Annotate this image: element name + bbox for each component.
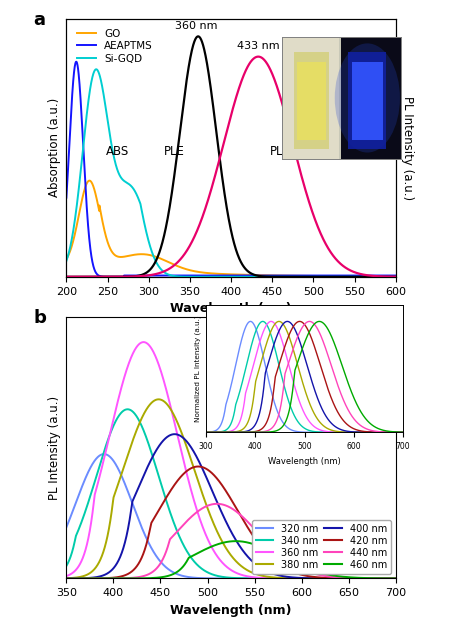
AEAPTMS bbox=[388, 272, 393, 279]
Y-axis label: Absorption (a.u.): Absorption (a.u.) bbox=[48, 98, 61, 197]
X-axis label: Wavelength (nm): Wavelength (nm) bbox=[268, 457, 341, 466]
Line: GO: GO bbox=[66, 180, 400, 277]
Si-GQD bbox=[397, 273, 403, 281]
Si-GQD bbox=[388, 273, 393, 281]
AEAPTMS bbox=[121, 273, 127, 281]
Ellipse shape bbox=[335, 44, 400, 152]
Text: 360 nm: 360 nm bbox=[175, 21, 218, 30]
Si-GQD bbox=[387, 273, 393, 281]
Y-axis label: PL Intensity (a.u.): PL Intensity (a.u.) bbox=[401, 96, 414, 200]
Si-GQD bbox=[226, 273, 232, 281]
AEAPTMS bbox=[64, 194, 69, 202]
Bar bbox=[297, 62, 326, 141]
Bar bbox=[341, 37, 401, 159]
Y-axis label: Normalized PL Intensity (a.u.): Normalized PL Intensity (a.u.) bbox=[194, 315, 201, 422]
Bar bbox=[282, 37, 339, 159]
GO bbox=[81, 190, 86, 198]
Bar bbox=[348, 52, 386, 149]
AEAPTMS bbox=[217, 272, 223, 279]
X-axis label: Wavelength (nm): Wavelength (nm) bbox=[170, 604, 292, 617]
GO bbox=[387, 273, 393, 281]
Text: PLE: PLE bbox=[164, 146, 184, 159]
Text: PL: PL bbox=[270, 146, 283, 159]
GO bbox=[397, 273, 403, 281]
Si-GQD bbox=[217, 273, 223, 281]
AEAPTMS bbox=[73, 58, 79, 65]
GO bbox=[226, 271, 232, 278]
Legend: GO, AEAPTMS, Si-GQD: GO, AEAPTMS, Si-GQD bbox=[75, 27, 155, 66]
Bar bbox=[352, 62, 383, 141]
GO bbox=[64, 255, 69, 262]
GO bbox=[388, 273, 393, 281]
AEAPTMS bbox=[81, 149, 86, 156]
Si-GQD bbox=[326, 273, 332, 281]
AEAPTMS bbox=[327, 272, 332, 279]
Text: b: b bbox=[33, 309, 46, 327]
Line: Si-GQD: Si-GQD bbox=[66, 69, 400, 277]
Line: AEAPTMS: AEAPTMS bbox=[66, 62, 400, 277]
Text: ABS: ABS bbox=[106, 146, 129, 159]
Si-GQD bbox=[93, 65, 99, 73]
AEAPTMS bbox=[397, 272, 403, 279]
GO bbox=[217, 270, 223, 277]
Y-axis label: PL Intensity (a.u.): PL Intensity (a.u.) bbox=[48, 396, 61, 500]
Text: 433 nm: 433 nm bbox=[237, 41, 280, 51]
AEAPTMS bbox=[226, 272, 232, 279]
Si-GQD bbox=[64, 258, 69, 265]
Text: a: a bbox=[33, 11, 46, 29]
X-axis label: Wavelength (nm): Wavelength (nm) bbox=[170, 302, 292, 315]
GO bbox=[326, 272, 332, 280]
GO bbox=[87, 177, 92, 184]
Bar bbox=[294, 52, 329, 149]
Legend: 320 nm, 340 nm, 360 nm, 380 nm, 400 nm, 420 nm, 440 nm, 460 nm: 320 nm, 340 nm, 360 nm, 380 nm, 400 nm, … bbox=[252, 520, 391, 573]
Si-GQD bbox=[81, 142, 86, 149]
AEAPTMS bbox=[388, 272, 393, 279]
